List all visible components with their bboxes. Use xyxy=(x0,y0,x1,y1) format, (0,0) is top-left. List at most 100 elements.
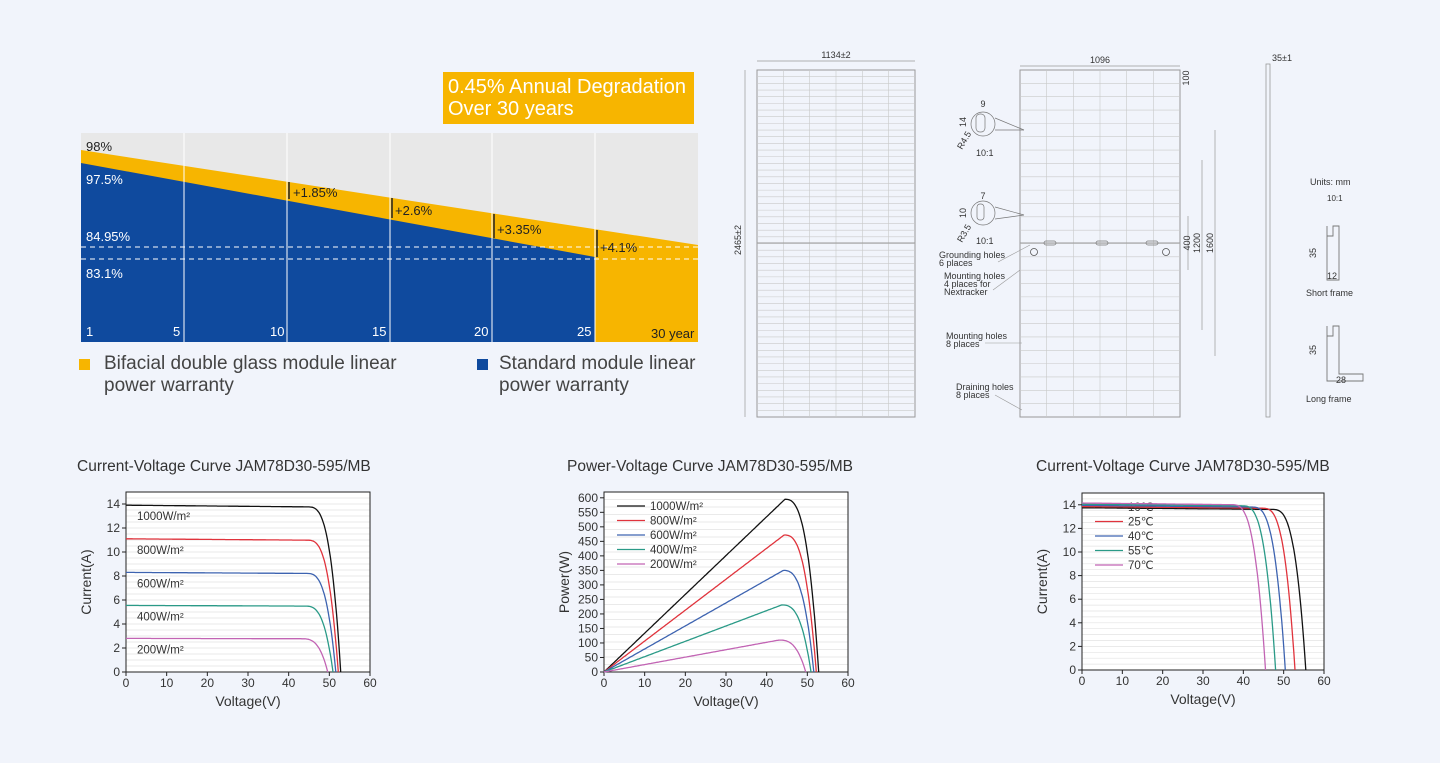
y-tick-label: 12 xyxy=(107,521,121,535)
label-83-1: 83.1% xyxy=(86,266,123,281)
chart-title: Current-Voltage Curve JAM78D30-595/MB xyxy=(1036,458,1330,475)
units-label: Units: mm xyxy=(1310,177,1351,187)
mounting-label-1: Mounting holes xyxy=(946,331,1008,341)
y-tick-label: 400 xyxy=(578,549,598,563)
dim-front-width: 1134±2 xyxy=(821,50,850,60)
x-tick-5: 5 xyxy=(173,324,181,339)
detail-mounting-hole-2 xyxy=(970,200,1025,226)
gain-label-15: +2.6% xyxy=(395,203,433,218)
grounding-label-2: 6 places xyxy=(939,258,973,268)
legend-bifacial-line-2: power warranty xyxy=(104,375,234,396)
warranty-gain-markers xyxy=(288,182,598,257)
y-tick-label: 200 xyxy=(578,607,598,621)
series-line-1 xyxy=(603,498,820,673)
long-frame-height: 35 xyxy=(1308,345,1318,355)
y-tick-label: 8 xyxy=(1069,569,1076,583)
dim-front-height: 2465±2 xyxy=(733,225,743,255)
short-frame-width: 12 xyxy=(1327,271,1337,281)
legend-label-3: 600W/m² xyxy=(650,530,697,542)
detail1-radius: R4.5 xyxy=(955,130,973,151)
detail1-width: 9 xyxy=(980,99,985,109)
legend-label-2: 800W/m² xyxy=(650,516,697,528)
dim-400: 400 xyxy=(1182,235,1192,250)
y-tick-label: 0 xyxy=(1069,663,1076,677)
banner-line-1: 0.45% Annual Degradation xyxy=(448,76,686,98)
draining-label-1: Draining holes xyxy=(956,382,1014,392)
label-98: 98% xyxy=(86,139,113,154)
x-tick-15: 15 xyxy=(372,324,387,339)
x-tick-label: 50 xyxy=(323,676,337,690)
x-tick-label: 20 xyxy=(1156,674,1170,688)
y-tick-label: 250 xyxy=(578,592,598,606)
detail2-height: 10 xyxy=(958,208,968,218)
degradation-banner: 0.45% Annual Degradation Over 30 years xyxy=(443,72,694,124)
series-label-3: 600W/m² xyxy=(137,578,184,590)
detail-mounting-hole-1 xyxy=(970,111,1025,137)
label-97-5: 97.5% xyxy=(86,172,123,187)
curve-chart-2: Power-Voltage Curve JAM78D30-595/MB 0 10 20… xyxy=(556,458,855,709)
detail2-scale: 10:1 xyxy=(976,236,994,246)
detail2-radius: R3.5 xyxy=(955,223,973,244)
legend-label-5: 200W/m² xyxy=(650,559,697,571)
x-tick-label: 10 xyxy=(160,676,174,690)
y-tick-label: 6 xyxy=(1069,592,1076,606)
legend-label-4: 55℃ xyxy=(1128,546,1154,558)
x-tick-label: 30 xyxy=(241,676,255,690)
draining-label-2: 8 places xyxy=(956,390,990,400)
long-frame-label: Long frame xyxy=(1306,394,1352,404)
y-axis-label: Current(A) xyxy=(78,549,94,614)
series-label-4: 400W/m² xyxy=(137,611,184,623)
y-tick-label: 14 xyxy=(107,497,121,511)
series-line-3 xyxy=(1082,504,1286,671)
y-tick-label: 14 xyxy=(1063,498,1077,512)
detail1-height: 14 xyxy=(958,117,968,127)
legend-label-2: 25℃ xyxy=(1128,517,1154,529)
y-tick-label: 550 xyxy=(578,505,598,519)
dim-back-width: 1096 xyxy=(1090,55,1110,65)
series-label-5: 200W/m² xyxy=(137,644,184,656)
y-tick-label: 100 xyxy=(578,636,598,650)
x-tick-label: 50 xyxy=(1277,674,1291,688)
x-tick-label: 20 xyxy=(201,676,215,690)
dim-side-thickness: 35±1 xyxy=(1272,53,1292,63)
series-line-2 xyxy=(603,534,817,673)
y-tick-label: 6 xyxy=(113,593,120,607)
y-tick-label: 4 xyxy=(113,617,120,631)
legend-standard-line-1: Standard module linear xyxy=(499,353,696,374)
legend-label-5: 70℃ xyxy=(1128,560,1154,572)
y-tick-label: 500 xyxy=(578,520,598,534)
series-line-5 xyxy=(126,637,329,673)
x-tick-label: 0 xyxy=(1079,674,1086,688)
x-tick-label: 0 xyxy=(601,676,608,690)
y-tick-label: 4 xyxy=(1069,616,1076,630)
mounting-nx-label-1: Mounting holes xyxy=(944,271,1006,281)
short-frame-height: 35 xyxy=(1308,248,1318,258)
y-tick-label: 300 xyxy=(578,578,598,592)
x-axis-label: Voltage(V) xyxy=(693,693,758,709)
series-line-4 xyxy=(603,604,812,673)
y-tick-label: 450 xyxy=(578,534,598,548)
y-tick-label: 10 xyxy=(1063,545,1077,559)
y-axis-label: Current(A) xyxy=(1034,549,1050,614)
series-line-2 xyxy=(1082,505,1296,671)
detail2-width: 7 xyxy=(980,191,985,201)
series-line-4 xyxy=(126,604,334,673)
series-line-5 xyxy=(1082,502,1267,671)
mounting-label-2: 8 places xyxy=(946,339,980,349)
x-tick-label: 20 xyxy=(679,676,693,690)
x-tick-label: 40 xyxy=(282,676,296,690)
legend-bifacial-swatch xyxy=(79,359,90,370)
series-line-3 xyxy=(603,569,815,673)
legend-standard-swatch xyxy=(477,359,488,370)
x-tick-label: 40 xyxy=(760,676,774,690)
warranty-gridlines xyxy=(183,133,596,342)
y-tick-label: 350 xyxy=(578,563,598,577)
front-view xyxy=(744,60,916,418)
chart-title: Current-Voltage Curve JAM78D30-595/MB xyxy=(77,458,371,475)
curve-chart-1: Current-Voltage Curve JAM78D30-595/MB 0 10… xyxy=(77,458,377,709)
x-tick-10: 10 xyxy=(270,324,285,339)
legend-standard-line-2: power warranty xyxy=(499,375,629,396)
series-line-3 xyxy=(126,571,337,673)
x-tick-label: 60 xyxy=(363,676,377,690)
gain-label-25: +4.1% xyxy=(600,240,638,255)
